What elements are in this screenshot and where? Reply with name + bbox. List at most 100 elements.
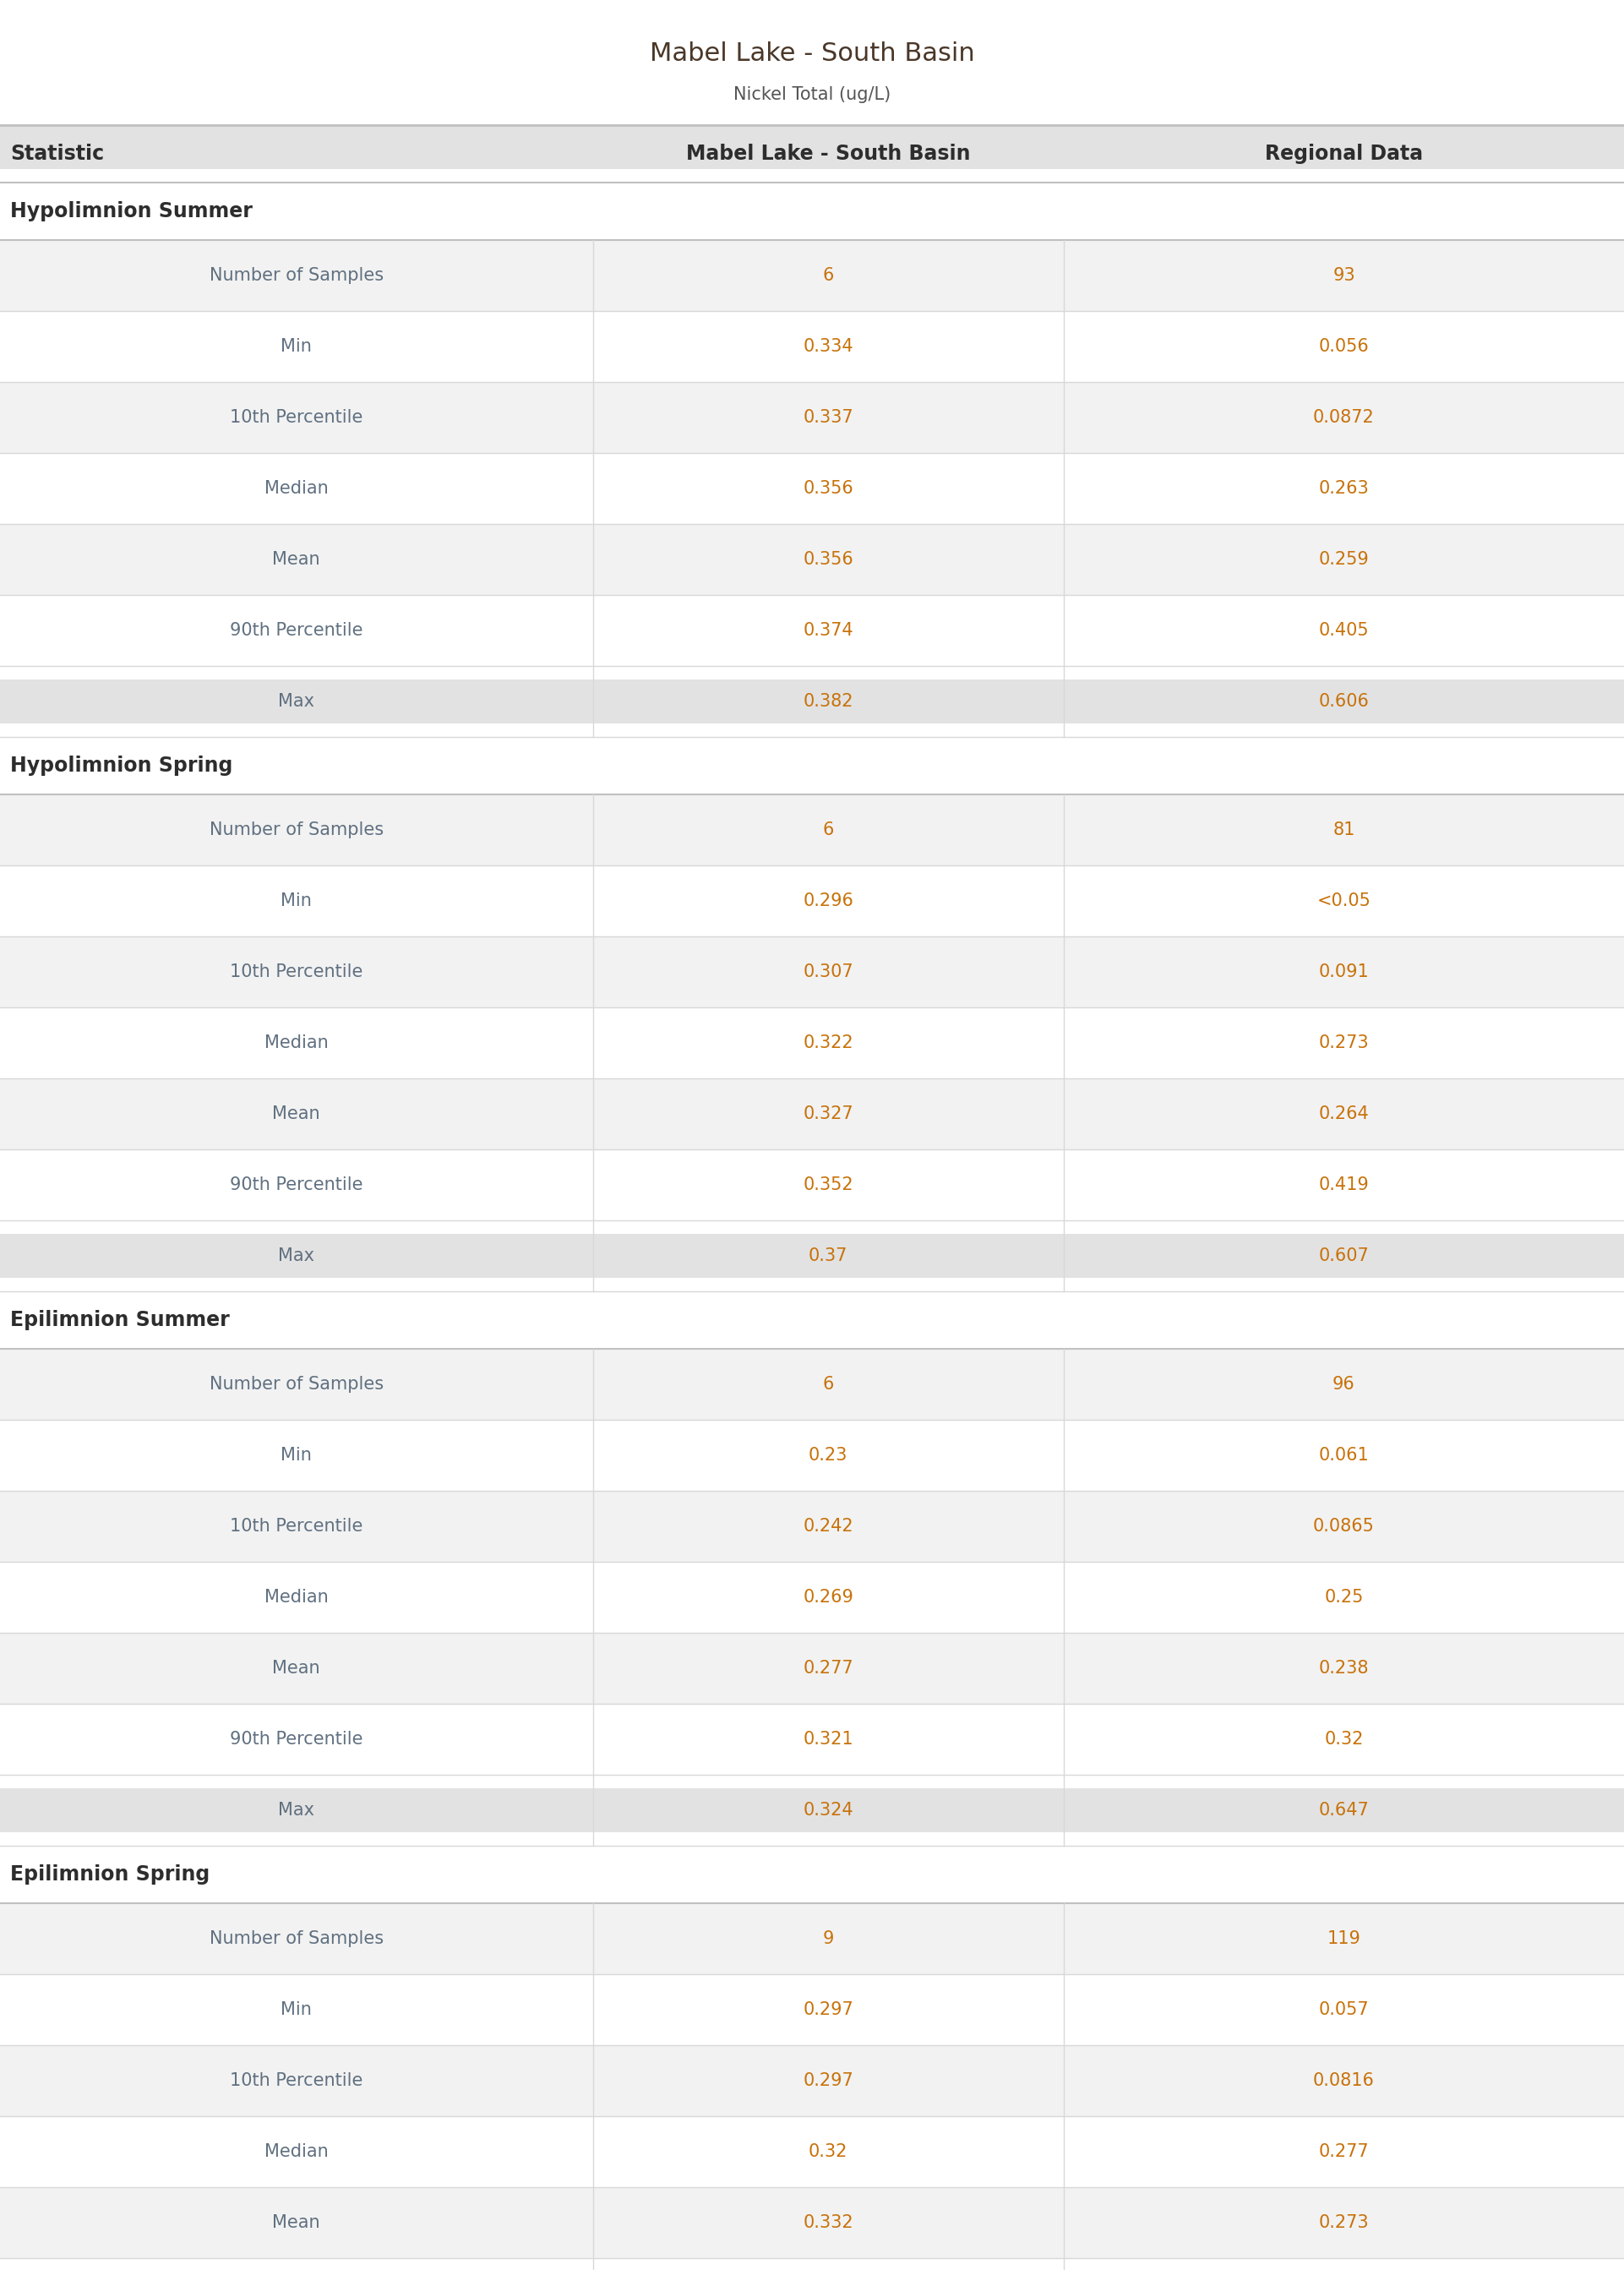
Text: Statistic: Statistic [10,143,104,163]
Bar [0,2116,1624,2188]
Text: 90th Percentile: 90th Percentile [231,1176,362,1194]
Text: Median: Median [265,1589,328,1605]
Text: Mabel Lake - South Basin: Mabel Lake - South Basin [650,41,974,66]
Text: 0.647: 0.647 [1319,1802,1369,1818]
Text: Number of Samples: Number of Samples [209,822,383,838]
Bar [0,595,1624,665]
Text: Number of Samples: Number of Samples [209,1930,383,1948]
Text: Number of Samples: Number of Samples [209,1376,383,1394]
Bar [0,679,1624,738]
Text: Nickel Total (ug/L): Nickel Total (ug/L) [734,86,890,102]
Bar [0,2045,1624,2116]
Text: 0.382: 0.382 [804,692,853,711]
Bar [0,865,1624,938]
Bar [0,381,1624,454]
Text: 0.259: 0.259 [1319,552,1369,568]
Text: 0.091: 0.091 [1319,962,1369,981]
Bar [0,1149,1624,1221]
Bar [0,524,1624,595]
Bar [0,311,1624,381]
Text: 10th Percentile: 10th Percentile [231,409,362,427]
Text: 9: 9 [823,1930,833,1948]
Text: 0.419: 0.419 [1319,1176,1369,1194]
Text: 0.405: 0.405 [1319,622,1369,638]
Text: Mean: Mean [273,2213,320,2231]
Bar [0,1789,1624,1846]
Text: Regional Data: Regional Data [1265,143,1423,163]
Text: 0.056: 0.056 [1319,338,1369,354]
Text: Median: Median [265,479,328,497]
Text: Epilimnion Summer: Epilimnion Summer [10,1310,229,1330]
Text: 96: 96 [1333,1376,1354,1394]
Text: 81: 81 [1333,822,1354,838]
Text: Max: Max [278,1249,315,1264]
Bar [0,1348,1624,1419]
Bar [0,1008,1624,1078]
Text: 6: 6 [823,822,833,838]
Bar [0,938,1624,1008]
Text: Number of Samples: Number of Samples [209,268,383,284]
Text: 0.327: 0.327 [802,1105,854,1121]
Text: <0.05: <0.05 [1317,892,1371,910]
Text: Min: Min [281,892,312,910]
Text: 0.332: 0.332 [802,2213,854,2231]
Bar [0,1902,1624,1975]
Text: 0.263: 0.263 [1319,479,1369,497]
Text: 0.334: 0.334 [802,338,854,354]
Text: 0.23: 0.23 [809,1446,848,1464]
Bar [0,1078,1624,1149]
Bar [0,68,1624,125]
Text: 10th Percentile: 10th Percentile [231,962,362,981]
Bar [0,1632,1624,1705]
Text: 90th Percentile: 90th Percentile [231,622,362,638]
Text: 0.322: 0.322 [802,1035,854,1051]
Text: 0.374: 0.374 [802,622,854,638]
Text: Median: Median [265,2143,328,2161]
Text: 90th Percentile: 90th Percentile [231,1730,362,1748]
Text: 0.356: 0.356 [802,552,854,568]
Text: Median: Median [265,1035,328,1051]
Text: 0.273: 0.273 [1319,2213,1369,2231]
Text: 0.337: 0.337 [802,409,854,427]
Bar [0,0,1624,16]
Text: Mean: Mean [273,1105,320,1121]
Text: 0.264: 0.264 [1319,1105,1369,1121]
Text: Mean: Mean [273,552,320,568]
Text: Max: Max [278,1802,315,1818]
Text: 10th Percentile: 10th Percentile [231,1519,362,1535]
Text: 0.321: 0.321 [802,1730,854,1748]
Text: Min: Min [281,1446,312,1464]
Text: 0.307: 0.307 [802,962,854,981]
Text: 10th Percentile: 10th Percentile [231,2073,362,2088]
Text: 0.297: 0.297 [802,2002,854,2018]
Text: 0.0872: 0.0872 [1314,409,1374,427]
Text: Epilimnion Spring: Epilimnion Spring [10,1864,209,1884]
Text: 0.061: 0.061 [1319,1446,1369,1464]
Bar [0,1832,1624,1902]
Text: Max: Max [278,692,315,711]
Text: Min: Min [281,2002,312,2018]
Bar [0,1975,1624,2045]
Text: 0.37: 0.37 [809,1249,848,1264]
Text: 93: 93 [1333,268,1354,284]
Bar [0,168,1624,241]
Text: 0.057: 0.057 [1319,2002,1369,2018]
Bar [0,1278,1624,1348]
Text: Mean: Mean [273,1659,320,1678]
Text: 0.277: 0.277 [1319,2143,1369,2161]
Text: 0.606: 0.606 [1319,692,1369,711]
Text: Hypolimnion Spring: Hypolimnion Spring [10,756,232,776]
Bar [0,454,1624,524]
Text: 0.32: 0.32 [1324,1730,1364,1748]
Text: 6: 6 [823,1376,833,1394]
Text: 0.324: 0.324 [802,1802,854,1818]
Bar [0,2188,1624,2259]
Bar [0,125,1624,182]
Text: Hypolimnion Summer: Hypolimnion Summer [10,202,253,222]
Bar [0,1562,1624,1632]
Text: 0.277: 0.277 [802,1659,854,1678]
Text: 0.297: 0.297 [802,2073,854,2088]
Text: 0.352: 0.352 [802,1176,854,1194]
Text: 0.238: 0.238 [1319,1659,1369,1678]
Text: 0.296: 0.296 [802,892,854,910]
